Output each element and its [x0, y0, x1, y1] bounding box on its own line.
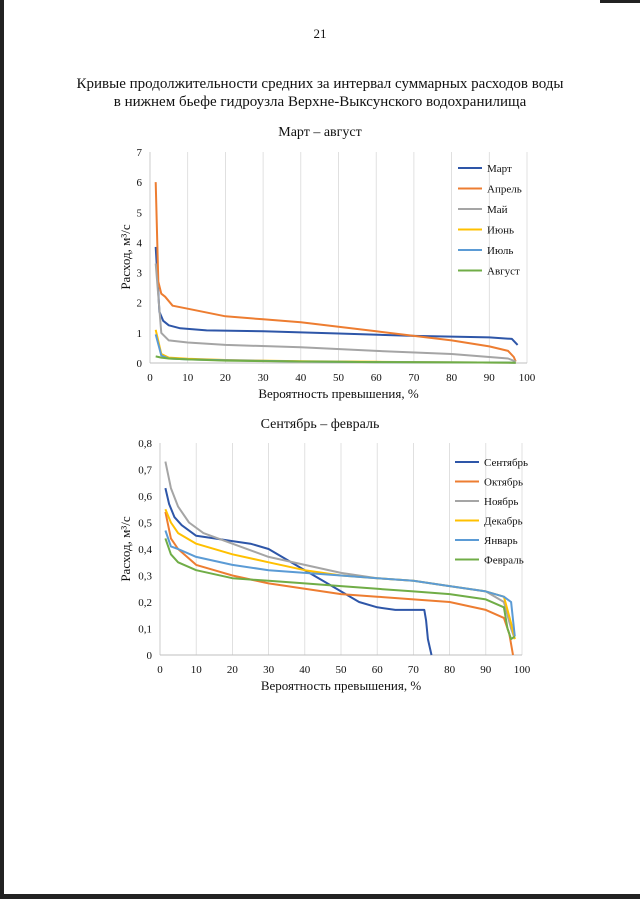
x-tick-label: 0 — [147, 372, 153, 384]
scan-edge-bottom — [0, 894, 640, 899]
x-axis-title: Вероятность превышения, % — [258, 386, 419, 401]
y-tick-label: 5 — [137, 207, 143, 219]
legend-label: Май — [487, 204, 508, 216]
y-tick-label: 4 — [137, 237, 143, 249]
series-line-3 — [164, 461, 516, 640]
x-tick-label: 60 — [371, 372, 383, 384]
scan-edge-left — [0, 0, 4, 899]
series-line-6 — [155, 355, 516, 364]
y-tick-label: 2 — [137, 298, 143, 310]
y-tick-label: 0,7 — [138, 465, 152, 477]
scan-edge-top-right — [600, 0, 640, 3]
y-tick-label: 1 — [137, 328, 143, 340]
x-tick-label: 70 — [408, 372, 420, 384]
chart-title: Сентябрь – февраль — [261, 417, 380, 432]
y-tick-label: 0,3 — [138, 571, 152, 583]
x-tick-label: 0 — [157, 664, 163, 676]
series-line-4 — [154, 329, 516, 364]
legend-label: Август — [487, 266, 520, 278]
x-tick-label: 40 — [299, 664, 311, 676]
legend-label: Сентябрь — [484, 457, 528, 469]
x-tick-label: 40 — [295, 372, 307, 384]
x-axis-title: Вероятность превышения, % — [261, 678, 422, 693]
series-line-5 — [164, 530, 516, 637]
y-axis-title: Расход, м³/с — [118, 516, 133, 582]
series-line-2 — [164, 511, 514, 656]
y-tick-label: 0,4 — [138, 544, 152, 556]
legend-label: Март — [487, 163, 512, 175]
legend-label: Февраль — [484, 555, 524, 567]
chart-march-august: Март – август 0 10 20 30 40 50 60 70 80 90 100 0 1 2 3 4… — [118, 125, 536, 401]
y-tick-label: 0 — [137, 358, 143, 370]
legend-label: Октябрь — [484, 477, 523, 489]
x-tick-label: 90 — [484, 372, 496, 384]
x-tick-label: 30 — [263, 664, 275, 676]
page-title: Кривые продолжительности средних за инте… — [40, 75, 600, 111]
legend-label: Апрель — [487, 184, 522, 196]
y-tick-label: 7 — [137, 147, 143, 159]
series-line-1 — [154, 246, 519, 346]
y-tick-label: 0,5 — [138, 518, 152, 530]
x-tick-label: 30 — [258, 372, 270, 384]
y-tick-label: 0,6 — [138, 491, 152, 503]
y-tick-label: 0,2 — [138, 597, 152, 609]
x-tick-label: 100 — [514, 664, 531, 676]
y-tick-label: 0 — [147, 650, 153, 662]
legend-label: Июнь — [487, 225, 514, 237]
x-tick-label: 20 — [227, 664, 239, 676]
x-tick-label: 10 — [182, 372, 194, 384]
page-number: 21 — [313, 26, 327, 41]
chart-title: Март – август — [278, 125, 362, 140]
y-tick-label: 6 — [137, 177, 143, 189]
x-tick-label: 80 — [446, 372, 458, 384]
legend-label: Ноябрь — [484, 496, 518, 508]
y-tick-label: 0,1 — [138, 624, 152, 636]
x-tick-label: 60 — [372, 664, 384, 676]
x-tick-label: 100 — [519, 372, 536, 384]
chart-september-february: Сентябрь – февраль 0 10 20 30 40 50 60 70 80 90 100… — [118, 417, 531, 693]
title-line-1: Кривые продолжительности средних за инте… — [76, 76, 564, 92]
x-tick-label: 10 — [191, 664, 203, 676]
x-tick-label: 50 — [333, 372, 345, 384]
series-line-2 — [154, 182, 517, 362]
series-line-6 — [164, 538, 516, 641]
x-tick-label: 80 — [444, 664, 456, 676]
legend-label: Июль — [487, 245, 513, 257]
series-line-3 — [154, 263, 517, 363]
x-tick-label: 20 — [220, 372, 232, 384]
y-tick-label: 3 — [137, 268, 143, 280]
y-axis-title: Расход, м³/с — [118, 224, 133, 290]
x-tick-label: 90 — [480, 664, 492, 676]
y-tick-label: 0,8 — [138, 438, 152, 450]
legend-label: Январь — [484, 535, 518, 547]
title-line-2: в нижнем бьефе гидроузла Верхне-Выксунск… — [113, 94, 527, 110]
x-tick-label: 50 — [336, 664, 348, 676]
x-tick-label: 70 — [408, 664, 420, 676]
legend-label: Декабрь — [484, 516, 523, 528]
